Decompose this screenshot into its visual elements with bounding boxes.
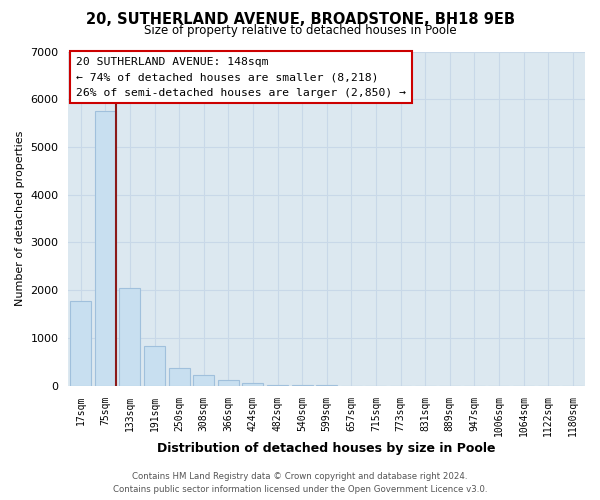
- Bar: [193, 374, 214, 386]
- Bar: [70, 300, 91, 386]
- Bar: [95, 111, 116, 386]
- Text: Contains HM Land Registry data © Crown copyright and database right 2024.
Contai: Contains HM Land Registry data © Crown c…: [113, 472, 487, 494]
- Text: 20, SUTHERLAND AVENUE, BROADSTONE, BH18 9EB: 20, SUTHERLAND AVENUE, BROADSTONE, BH18 …: [86, 12, 515, 28]
- Text: 20 SUTHERLAND AVENUE: 148sqm
← 74% of detached houses are smaller (8,218)
26% of: 20 SUTHERLAND AVENUE: 148sqm ← 74% of de…: [76, 56, 406, 98]
- Text: Size of property relative to detached houses in Poole: Size of property relative to detached ho…: [143, 24, 457, 37]
- Bar: [144, 346, 165, 386]
- Bar: [218, 380, 239, 386]
- Bar: [119, 288, 140, 386]
- Bar: [242, 383, 263, 386]
- Bar: [169, 368, 190, 386]
- Y-axis label: Number of detached properties: Number of detached properties: [15, 131, 25, 306]
- X-axis label: Distribution of detached houses by size in Poole: Distribution of detached houses by size …: [157, 442, 496, 455]
- Bar: [267, 384, 288, 386]
